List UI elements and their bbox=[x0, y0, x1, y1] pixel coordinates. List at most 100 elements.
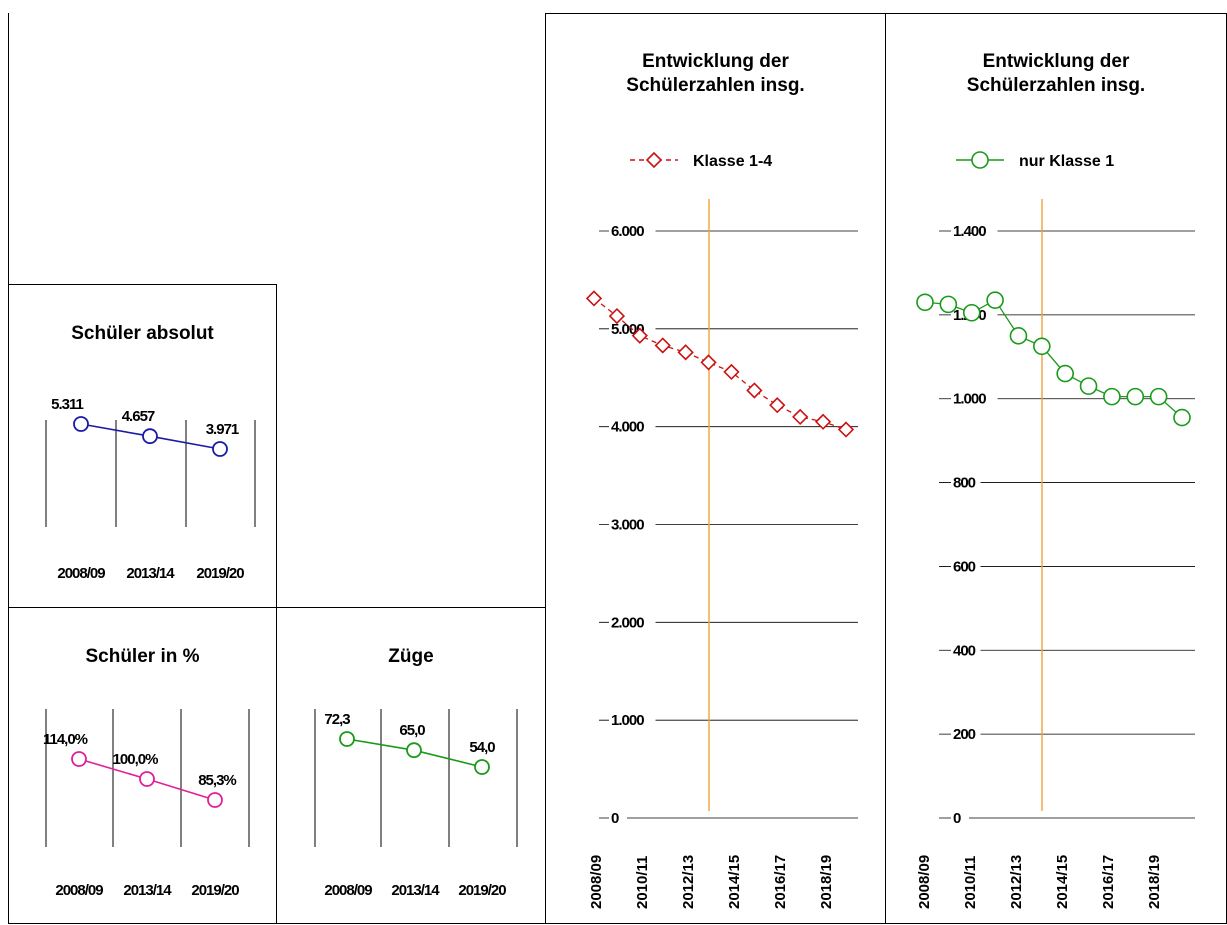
x-tick-label: 2012/13 bbox=[1008, 855, 1025, 909]
x-tick-label: 2010/11 bbox=[962, 856, 979, 909]
panel-klasse-1: Entwicklung der Schülerzahlen insg. 0 200… bbox=[885, 13, 1227, 924]
data-point bbox=[73, 416, 89, 432]
tick-label-background bbox=[609, 222, 656, 240]
data-point bbox=[139, 771, 155, 787]
y-tick-label: 1.000 bbox=[611, 712, 644, 729]
x-tick-label: 2016/17 bbox=[1100, 855, 1117, 909]
data-point bbox=[608, 307, 626, 325]
data-point bbox=[677, 344, 694, 361]
data-point bbox=[837, 421, 855, 438]
legend-label: nur Klasse 1 bbox=[1019, 153, 1114, 170]
x-tick-label: 2019/20 bbox=[458, 882, 506, 899]
tick-label-background bbox=[609, 515, 656, 534]
y-tick-label: 800 bbox=[953, 475, 976, 492]
data-point bbox=[406, 742, 422, 759]
data-point bbox=[769, 397, 786, 414]
y-tick-label: 0 bbox=[953, 810, 961, 827]
panel-schueler-absolut: Schüler absolut 5.311 4.657 3.971 2008/09 20… bbox=[8, 284, 277, 608]
x-tick-label: 2013/14 bbox=[391, 882, 440, 899]
x-tick-label: 2008/09 bbox=[57, 565, 105, 582]
data-point bbox=[939, 295, 958, 314]
x-tick-label: 2013/14 bbox=[126, 565, 175, 582]
data-point bbox=[792, 408, 809, 426]
y-tick-label: 400 bbox=[953, 642, 976, 659]
data-point bbox=[1126, 387, 1145, 406]
x-tick-label: 2019/20 bbox=[196, 565, 244, 582]
data-point bbox=[1149, 387, 1168, 406]
small-line-chart-zuege: 72,3 65,0 54,0 2008/09 2013/14 2019/20 bbox=[314, 709, 518, 899]
data-point bbox=[207, 792, 223, 808]
small-line-chart-absolut: 5.311 4.657 3.971 2008/09 2013/14 2019/20 bbox=[45, 396, 256, 582]
data-point bbox=[71, 751, 87, 767]
data-label: 114,0% bbox=[43, 731, 88, 748]
tick-label-background bbox=[609, 711, 656, 730]
x-tick-label: 2010/11 bbox=[634, 856, 651, 909]
chart-title: Züge bbox=[388, 646, 434, 667]
data-point bbox=[814, 413, 832, 430]
tick-label-background bbox=[951, 641, 981, 660]
x-tick-label: 2008/09 bbox=[916, 855, 933, 909]
data-point bbox=[585, 290, 603, 307]
y-tick-label: 1.400 bbox=[953, 223, 986, 240]
chart-title: Schüler absolut bbox=[71, 323, 214, 344]
y-tick-label: 4.000 bbox=[611, 419, 644, 436]
data-label: 54,0 bbox=[469, 739, 495, 756]
data-label: 72,3 bbox=[324, 711, 350, 728]
data-label: 3.971 bbox=[206, 421, 239, 438]
tick-label-background bbox=[951, 725, 981, 744]
x-tick-label: 2013/14 bbox=[123, 882, 172, 899]
data-point bbox=[339, 731, 355, 747]
legend-label: Klasse 1-4 bbox=[693, 153, 772, 170]
panel-klasse-1-4: Entwicklung der Schülerzahlen insg. 0 1.0… bbox=[545, 13, 886, 924]
data-point bbox=[212, 441, 228, 457]
x-tick-label: 2018/19 bbox=[818, 855, 835, 909]
tick-label-background bbox=[951, 809, 969, 827]
small-line-chart-prozent: 114,0% 100,0% 85,3% 2008/09 2013/14 2019/20 bbox=[43, 709, 250, 899]
data-point bbox=[631, 327, 648, 344]
chart-title: Schüler in % bbox=[85, 646, 200, 667]
data-label: 85,3% bbox=[198, 772, 236, 789]
data-point bbox=[1103, 387, 1121, 406]
data-point bbox=[1079, 377, 1098, 395]
data-point bbox=[962, 303, 981, 322]
y-tick-label: 6.000 bbox=[611, 223, 644, 240]
tick-label-background bbox=[951, 557, 981, 576]
y-tick-label: 2.000 bbox=[611, 614, 644, 631]
legend-marker bbox=[971, 151, 989, 169]
tick-label-background bbox=[951, 473, 981, 492]
y-tick-label: 0 bbox=[611, 810, 619, 827]
panel-schueler-prozent: Schüler in % 114,0% 100,0% 85,3% 2008/09 201… bbox=[8, 607, 277, 924]
x-tick-label: 2014/15 bbox=[1054, 855, 1071, 909]
x-tick-label: 2008/09 bbox=[588, 855, 605, 909]
data-point bbox=[1056, 364, 1074, 383]
data-point bbox=[746, 382, 763, 399]
x-tick-label: 2008/09 bbox=[324, 882, 372, 899]
data-label: 5.311 bbox=[51, 396, 83, 413]
chart-title: Entwicklung der Schülerzahlen insg. bbox=[966, 51, 1146, 96]
tick-label-background bbox=[951, 389, 998, 408]
x-tick-label: 2012/13 bbox=[680, 855, 697, 909]
data-point bbox=[142, 428, 158, 445]
data-point bbox=[1009, 327, 1028, 345]
panel-zuege: Züge 72,3 65,0 54,0 2008/09 2013/14 2019/20 bbox=[276, 607, 546, 924]
x-tick-label: 2019/20 bbox=[191, 882, 239, 899]
tick-label-background bbox=[609, 809, 627, 827]
data-point bbox=[1173, 408, 1191, 427]
data-point bbox=[916, 293, 934, 312]
data-point bbox=[1033, 337, 1051, 356]
x-tick-label: 2014/15 bbox=[726, 855, 743, 909]
tick-label-background bbox=[951, 222, 998, 240]
tick-label-background bbox=[609, 613, 656, 632]
data-point bbox=[723, 363, 740, 381]
x-tick-label: 2016/17 bbox=[772, 855, 789, 909]
y-tick-label: 1.000 bbox=[953, 391, 986, 408]
y-tick-label: 200 bbox=[953, 726, 976, 743]
x-tick-label: 2018/19 bbox=[1146, 855, 1163, 909]
data-label: 100,0% bbox=[113, 751, 159, 768]
y-tick-label: 600 bbox=[953, 558, 976, 575]
data-point bbox=[700, 354, 717, 371]
data-label: 4.657 bbox=[122, 408, 155, 425]
data-label: 65,0 bbox=[399, 722, 425, 739]
